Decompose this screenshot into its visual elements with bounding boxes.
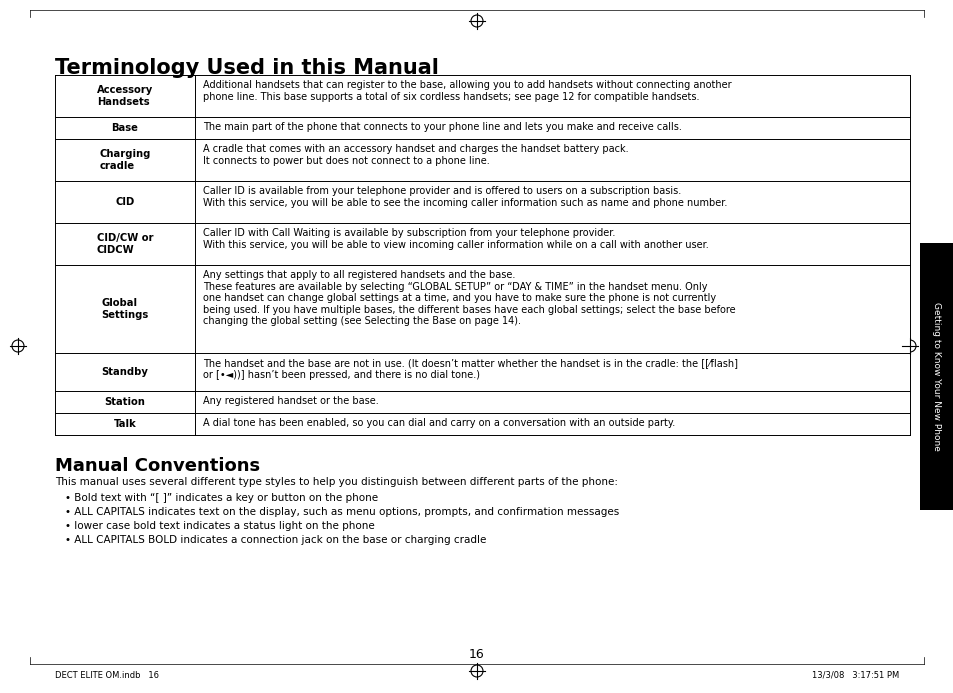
Text: Caller ID is available from your telephone provider and is offered to users on a: Caller ID is available from your telepho… bbox=[203, 186, 726, 208]
Text: This manual uses several different type styles to help you distinguish between d: This manual uses several different type … bbox=[55, 477, 618, 487]
Text: DECT ELITE OM.indb   16: DECT ELITE OM.indb 16 bbox=[55, 671, 159, 680]
Text: Talk: Talk bbox=[113, 419, 136, 429]
Text: Caller ID with Call Waiting is available by subscription from your telephone pro: Caller ID with Call Waiting is available… bbox=[203, 228, 708, 249]
Text: • ALL CAPITALS indicates text on the display, such as menu options, prompts, and: • ALL CAPITALS indicates text on the dis… bbox=[65, 507, 618, 517]
Text: Manual Conventions: Manual Conventions bbox=[55, 457, 260, 475]
Text: • lower case bold text indicates a status light on the phone: • lower case bold text indicates a statu… bbox=[65, 521, 375, 531]
Text: CID: CID bbox=[115, 197, 134, 207]
Text: The handset and the base are not in use. (It doesn’t matter whether the handset : The handset and the base are not in use.… bbox=[203, 358, 738, 380]
Text: The main part of the phone that connects to your phone line and lets you make an: The main part of the phone that connects… bbox=[203, 122, 681, 132]
Text: • Bold text with “[ ]” indicates a key or button on the phone: • Bold text with “[ ]” indicates a key o… bbox=[65, 493, 377, 503]
Bar bbox=[55, 181, 909, 223]
Bar bbox=[55, 223, 909, 265]
Text: Any settings that apply to all registered handsets and the base.
These features : Any settings that apply to all registere… bbox=[203, 270, 735, 326]
Bar bbox=[55, 117, 909, 139]
Bar bbox=[55, 391, 909, 413]
Bar bbox=[55, 139, 909, 181]
FancyBboxPatch shape bbox=[919, 243, 953, 510]
Text: A dial tone has been enabled, so you can dial and carry on a conversation with a: A dial tone has been enabled, so you can… bbox=[203, 418, 675, 428]
Text: Global
Settings: Global Settings bbox=[101, 298, 149, 319]
Text: • ALL CAPITALS BOLD indicates a connection jack on the base or charging cradle: • ALL CAPITALS BOLD indicates a connecti… bbox=[65, 535, 486, 545]
Text: CID/CW or
CIDCW: CID/CW or CIDCW bbox=[96, 234, 153, 255]
Text: Base: Base bbox=[112, 123, 138, 133]
Text: Any registered handset or the base.: Any registered handset or the base. bbox=[203, 396, 378, 406]
Text: Accessory
Handsets: Accessory Handsets bbox=[97, 85, 153, 107]
Text: Standby: Standby bbox=[101, 367, 149, 377]
Text: Getting to Know Your New Phone: Getting to Know Your New Phone bbox=[931, 302, 941, 451]
Text: Station: Station bbox=[105, 397, 145, 407]
Bar bbox=[55, 265, 909, 353]
Bar bbox=[55, 75, 909, 117]
Text: Terminology Used in this Manual: Terminology Used in this Manual bbox=[55, 58, 438, 78]
Text: A cradle that comes with an accessory handset and charges the handset battery pa: A cradle that comes with an accessory ha… bbox=[203, 144, 628, 166]
Text: Additional handsets that can register to the base, allowing you to add handsets : Additional handsets that can register to… bbox=[203, 80, 731, 102]
Bar bbox=[55, 353, 909, 391]
Text: 16: 16 bbox=[469, 649, 484, 662]
Text: 13/3/08   3:17:51 PM: 13/3/08 3:17:51 PM bbox=[811, 671, 898, 680]
Bar bbox=[55, 413, 909, 435]
Text: Charging
cradle: Charging cradle bbox=[99, 149, 151, 170]
